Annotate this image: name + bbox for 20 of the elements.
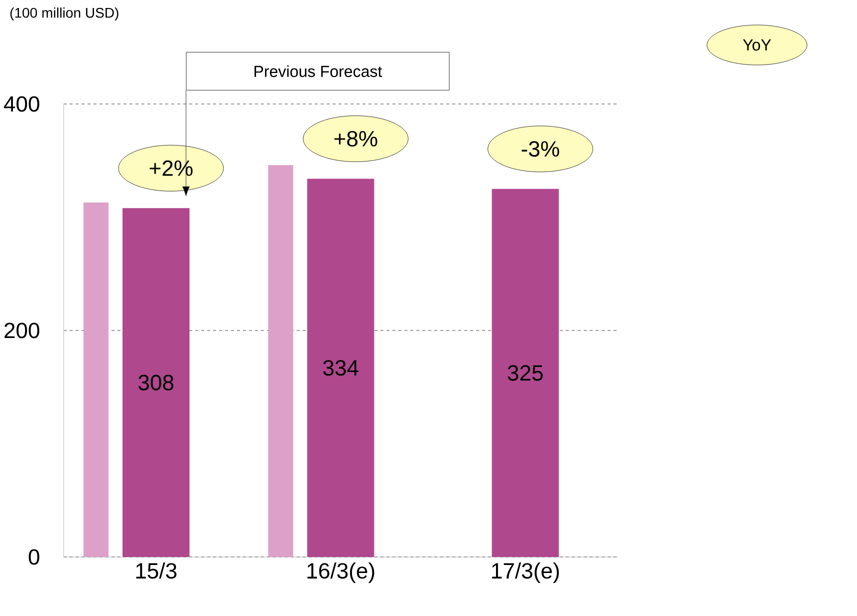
y-tick-label: 200 <box>4 322 40 338</box>
text: (100 million USD) <box>10 8 118 21</box>
x-tick-label: 15/3 <box>136 562 176 579</box>
annotation: +8% <box>334 130 378 147</box>
data-label: 325 <box>508 365 543 381</box>
bar <box>492 188 559 557</box>
annotation: +2% <box>150 160 193 176</box>
bar <box>307 178 374 557</box>
text: YoY <box>742 39 772 51</box>
bar <box>122 208 190 557</box>
y-tick-label: 0 <box>28 549 40 565</box>
x-tick-label: 17/3(e) <box>492 562 559 584</box>
x-tick-label: 16/3(e) <box>307 562 374 584</box>
bar <box>268 165 294 557</box>
data-label: 334 <box>323 360 358 376</box>
text: Previous Forecast <box>254 65 382 78</box>
bar <box>84 202 109 557</box>
y-tick-label: 400 <box>4 96 40 112</box>
data-label: 308 <box>138 374 174 390</box>
annotation: -3% <box>522 141 560 157</box>
